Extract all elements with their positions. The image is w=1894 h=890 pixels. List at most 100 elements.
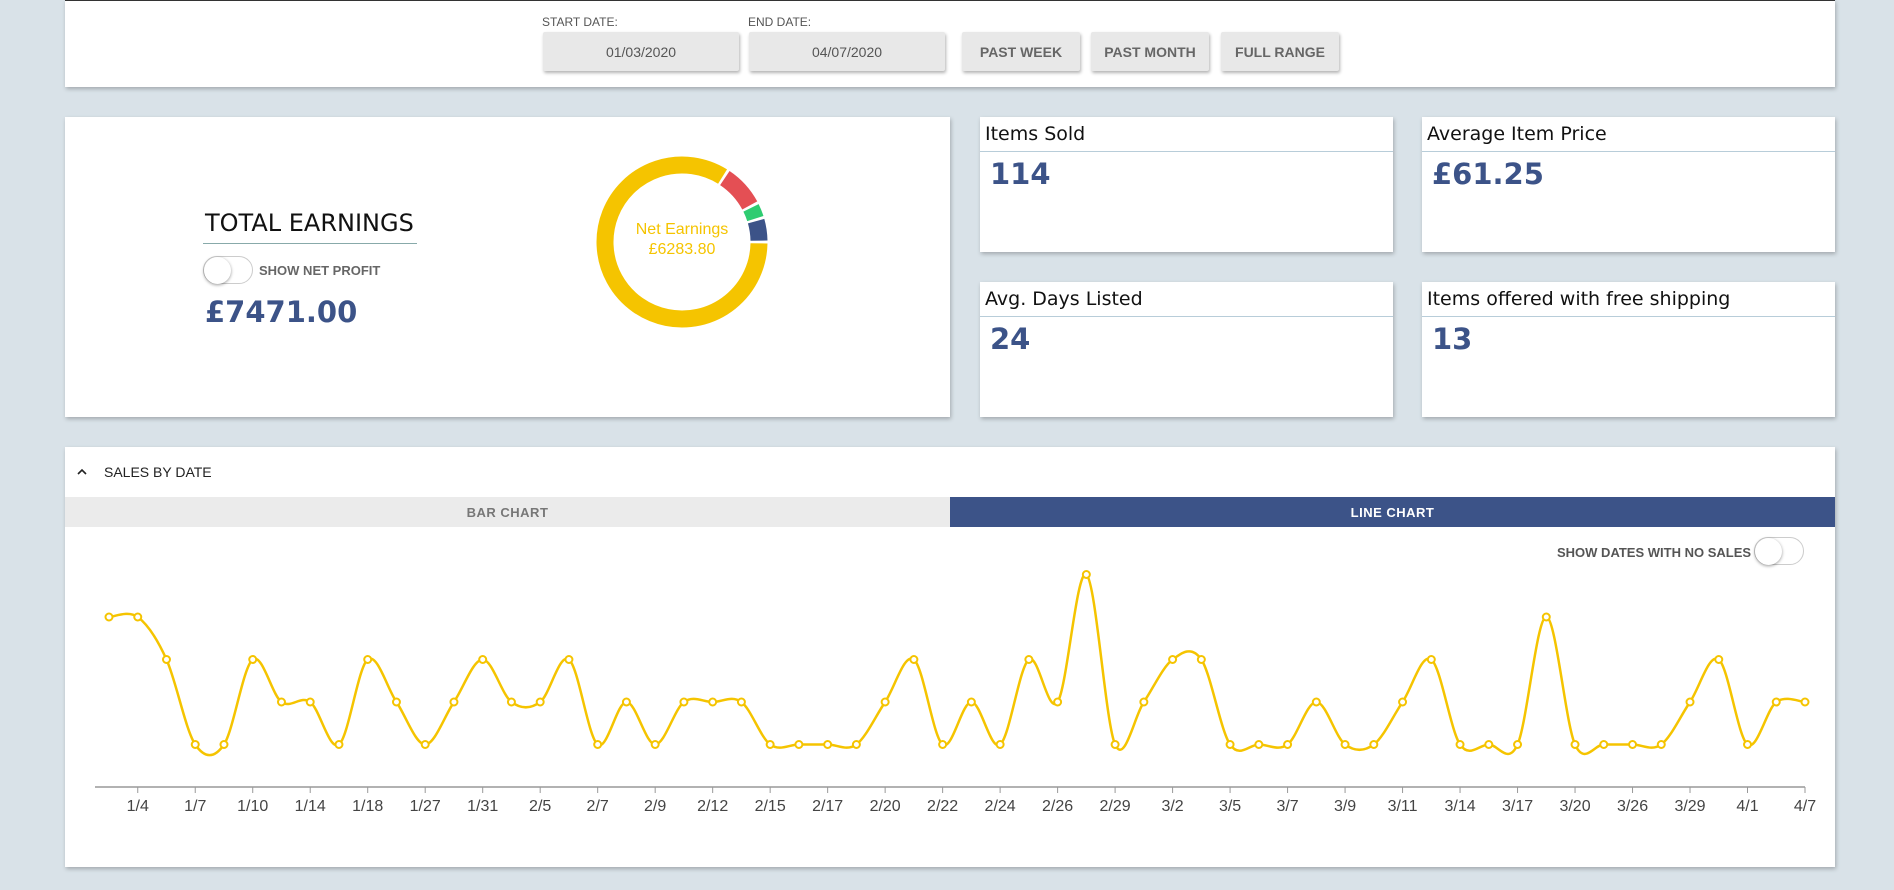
- free-shipping-value: 13: [1432, 322, 1473, 356]
- x-tick-label: 3/17: [1502, 798, 1533, 815]
- data-point[interactable]: [621, 697, 631, 707]
- average-item-price-value: £61.25: [1432, 157, 1544, 191]
- data-point[interactable]: [1541, 612, 1551, 622]
- sales-line-chart: 1/4 1/7 1/10 1/14 1/18 1/27 1/31 2/5 2/7 2/9 2/12 2…: [95, 570, 1816, 815]
- x-tick-label: 3/9: [1334, 798, 1356, 815]
- show-net-profit-label: SHOW NET PROFIT: [259, 263, 381, 278]
- data-point[interactable]: [1340, 740, 1350, 749]
- data-point[interactable]: [133, 612, 143, 622]
- card-divider: [1422, 316, 1835, 317]
- data-point[interactable]: [420, 740, 430, 749]
- data-point[interactable]: [449, 697, 459, 707]
- end-date-input[interactable]: [749, 32, 945, 71]
- x-tick-label: 1/31: [467, 798, 498, 815]
- data-point[interactable]: [1800, 697, 1810, 707]
- data-point[interactable]: [851, 740, 861, 749]
- data-point[interactable]: [880, 697, 890, 707]
- data-point[interactable]: [995, 740, 1005, 749]
- data-point[interactable]: [909, 655, 919, 664]
- total-earnings-card: TOTAL EARNINGS SHOW NET PROFIT £7471.00 …: [65, 117, 950, 417]
- x-tick-label: 1/4: [127, 798, 149, 815]
- data-point[interactable]: [1398, 697, 1408, 707]
- data-point[interactable]: [1426, 655, 1436, 664]
- donut-segment-2: [743, 204, 764, 222]
- data-point[interactable]: [248, 655, 258, 664]
- data-point[interactable]: [478, 655, 488, 664]
- data-point[interactable]: [708, 697, 718, 707]
- data-point[interactable]: [1081, 570, 1091, 579]
- data-point[interactable]: [1024, 655, 1034, 664]
- show-no-sales-toggle[interactable]: [1754, 537, 1804, 565]
- avg-days-listed-card: Avg. Days Listed 24: [980, 282, 1393, 417]
- data-point[interactable]: [966, 697, 976, 707]
- data-point[interactable]: [1168, 655, 1178, 664]
- data-point[interactable]: [650, 740, 660, 749]
- x-tick-label: 2/9: [644, 798, 666, 815]
- data-point[interactable]: [765, 740, 775, 749]
- data-point[interactable]: [1570, 740, 1580, 749]
- x-tick-label: 4/7: [1794, 798, 1816, 815]
- sales-series-line: [108, 573, 1806, 757]
- past-week-button[interactable]: PAST WEEK: [962, 32, 1080, 71]
- data-point[interactable]: [1628, 740, 1638, 749]
- data-point[interactable]: [1685, 697, 1695, 707]
- data-point[interactable]: [334, 740, 344, 749]
- x-tick-label: 3/11: [1388, 798, 1418, 815]
- data-point[interactable]: [1196, 655, 1206, 664]
- data-point[interactable]: [1053, 697, 1063, 707]
- tab-bar-chart[interactable]: BAR CHART: [65, 497, 950, 527]
- data-point[interactable]: [161, 655, 171, 664]
- data-point[interactable]: [190, 740, 200, 749]
- donut-segment-1: [719, 170, 758, 210]
- data-point[interactable]: [363, 655, 373, 664]
- data-point[interactable]: [305, 697, 315, 707]
- data-point[interactable]: [823, 740, 833, 749]
- start-date-label: START DATE:: [542, 15, 618, 29]
- data-point[interactable]: [938, 740, 948, 749]
- data-point[interactable]: [1369, 740, 1379, 749]
- data-point[interactable]: [276, 697, 286, 707]
- data-point[interactable]: [1743, 740, 1753, 749]
- data-point[interactable]: [1771, 697, 1781, 707]
- x-tick-label: 3/7: [1276, 798, 1298, 815]
- data-point[interactable]: [1484, 740, 1494, 749]
- data-point[interactable]: [1599, 740, 1609, 749]
- data-point[interactable]: [1283, 740, 1293, 749]
- data-point[interactable]: [1110, 740, 1120, 749]
- x-tick-label: 1/10: [237, 798, 268, 815]
- data-point[interactable]: [506, 697, 516, 707]
- data-point[interactable]: [391, 697, 401, 707]
- data-point[interactable]: [794, 740, 804, 749]
- data-point[interactable]: [593, 740, 603, 749]
- past-month-button[interactable]: PAST MONTH: [1091, 32, 1209, 71]
- x-tick-label: 1/27: [410, 798, 441, 815]
- start-date-input[interactable]: [543, 32, 739, 71]
- full-range-button[interactable]: FULL RANGE: [1221, 32, 1339, 71]
- data-point[interactable]: [1225, 740, 1235, 749]
- x-tick-label: 2/29: [1100, 798, 1131, 815]
- data-point[interactable]: [1254, 740, 1264, 749]
- chevron-up-icon[interactable]: [75, 465, 89, 479]
- data-point[interactable]: [1139, 697, 1149, 707]
- x-tick-label: 3/26: [1617, 798, 1648, 815]
- x-tick-label: 2/7: [587, 798, 609, 815]
- sales-panel-header[interactable]: SALES BY DATE: [65, 447, 1835, 497]
- data-point[interactable]: [1513, 740, 1523, 749]
- show-net-profit-toggle[interactable]: [203, 256, 253, 284]
- data-point[interactable]: [679, 697, 689, 707]
- x-tick-label: 2/22: [927, 798, 958, 815]
- sales-by-date-panel: SALES BY DATE BAR CHART LINE CHART SHOW …: [65, 447, 1835, 867]
- tab-line-chart[interactable]: LINE CHART: [950, 497, 1835, 527]
- total-earnings-title: TOTAL EARNINGS: [205, 209, 414, 237]
- data-point[interactable]: [1311, 697, 1321, 707]
- show-no-sales-label: SHOW DATES WITH NO SALES: [1557, 545, 1752, 560]
- data-point[interactable]: [1656, 740, 1666, 749]
- data-point[interactable]: [1714, 655, 1724, 664]
- data-point[interactable]: [1455, 740, 1465, 749]
- x-tick-label: 2/26: [1042, 798, 1073, 815]
- data-point[interactable]: [736, 697, 746, 707]
- data-point[interactable]: [219, 740, 229, 749]
- data-point[interactable]: [535, 697, 545, 707]
- data-point[interactable]: [104, 612, 114, 622]
- data-point[interactable]: [564, 655, 574, 664]
